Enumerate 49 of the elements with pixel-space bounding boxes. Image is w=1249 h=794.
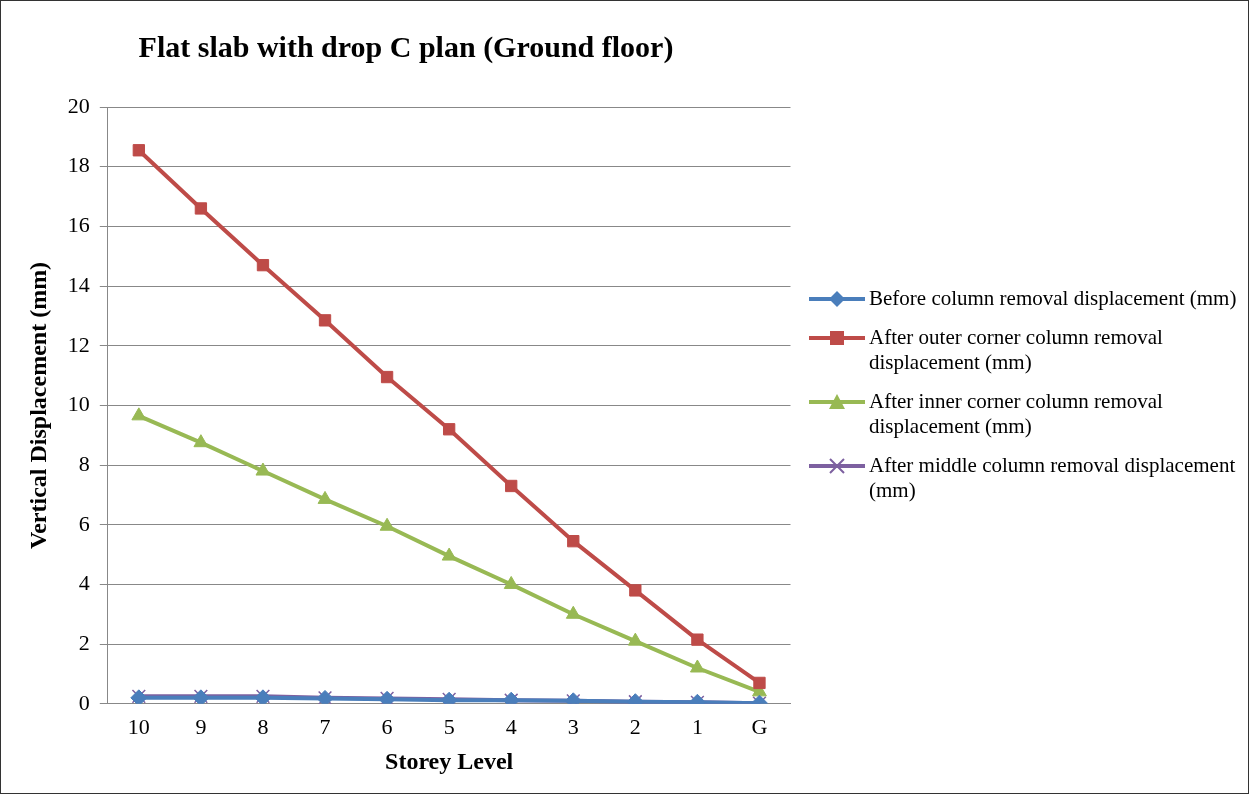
x-tick-label: 1 — [691, 713, 703, 739]
y-tick-label: 8 — [78, 450, 90, 476]
point — [629, 584, 642, 597]
point — [380, 370, 394, 384]
point — [565, 605, 581, 619]
point — [691, 633, 704, 646]
point — [131, 407, 147, 421]
point — [256, 259, 270, 272]
point — [505, 479, 518, 493]
x-tick-label: 7 — [319, 713, 331, 739]
legend-label: After outer corner column removal displacement (mm) — [869, 325, 1164, 375]
x-tick-label: 4 — [505, 713, 517, 739]
point — [317, 490, 333, 504]
y-tick-label: 14 — [67, 271, 90, 297]
point — [193, 434, 209, 448]
legend-label: Before column removal displacement (mm) — [869, 286, 1237, 311]
point — [255, 462, 271, 476]
point — [194, 202, 208, 215]
y-tick-label: 20 — [67, 92, 90, 118]
x-axis-title: Storey Level — [385, 747, 514, 774]
y-tick-label: 6 — [78, 510, 90, 536]
y-tick-label: 0 — [78, 689, 90, 715]
point — [689, 659, 705, 673]
point — [503, 575, 519, 589]
y-tick-label: 18 — [67, 152, 90, 178]
x-tick-label: 5 — [443, 713, 455, 739]
legend-label: After inner corner column removal displacement (mm) — [869, 389, 1164, 439]
y-tick-label: 16 — [67, 212, 90, 238]
chart-title: Flat slab with drop C plan (Ground floor) — [138, 29, 674, 64]
legend-label: After middle column removal displacement (mm) — [869, 453, 1237, 503]
y-tick-label: 10 — [67, 391, 90, 417]
point — [441, 547, 457, 561]
x-tick-label: 8 — [257, 713, 269, 739]
y-axis-title: Vertical Displacement (mm) — [24, 261, 51, 549]
y-tick-label: 12 — [67, 331, 90, 357]
x-tick-label: 2 — [629, 713, 641, 739]
point — [379, 517, 395, 531]
y-tick-label: 4 — [78, 570, 90, 596]
point — [627, 632, 643, 646]
y-tick-label: 2 — [78, 629, 90, 655]
x-tick-label: 9 — [195, 713, 207, 739]
point — [442, 423, 456, 436]
x-tick-label: G — [751, 713, 768, 739]
point — [318, 314, 332, 327]
point — [567, 535, 580, 548]
x-tick-label: 6 — [381, 713, 393, 739]
point — [132, 144, 145, 157]
x-tick-label: 10 — [127, 713, 150, 739]
x-tick-label: 3 — [567, 713, 579, 739]
